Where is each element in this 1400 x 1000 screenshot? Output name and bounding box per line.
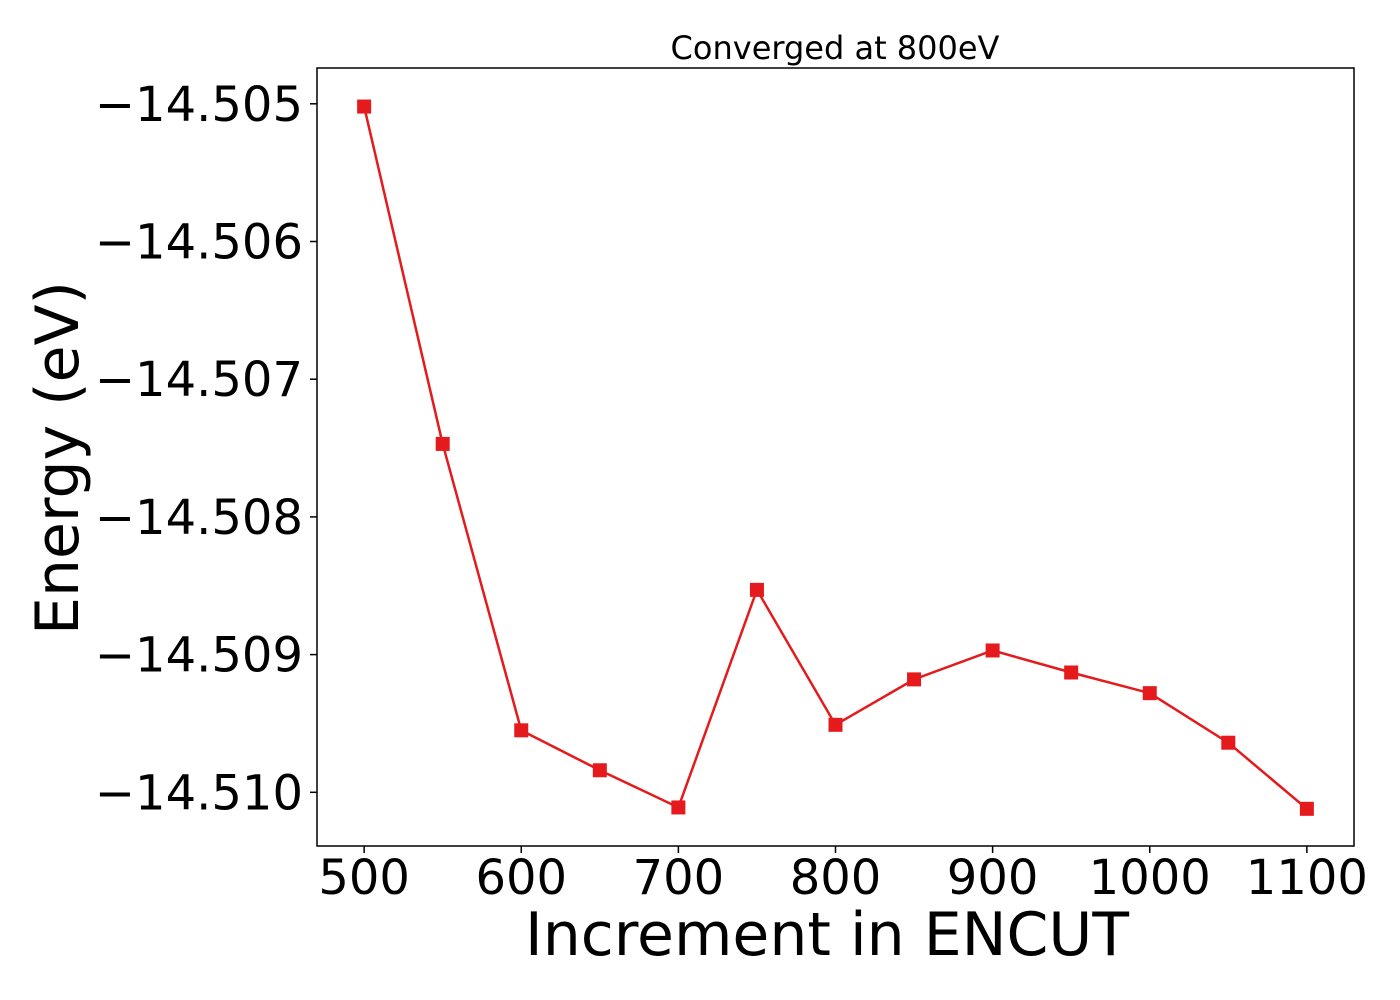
x-tick-label: 800	[790, 850, 882, 906]
series-group	[357, 99, 1314, 816]
x-tick-label: 700	[633, 850, 725, 906]
data-point	[1064, 665, 1079, 680]
data-point	[671, 800, 686, 815]
y-tick-label: −14.507	[95, 352, 303, 408]
data-point	[514, 723, 529, 738]
data-point	[435, 436, 450, 451]
data-point	[357, 99, 372, 114]
data-point	[985, 643, 1000, 658]
chart-title: Converged at 800eV	[671, 29, 1000, 67]
data-point	[1142, 686, 1157, 701]
y-tick-label: −14.510	[95, 765, 303, 821]
data-point	[1221, 735, 1236, 750]
y-axis-label: Energy (eV)	[23, 281, 93, 635]
y-tick-label: −14.506	[95, 215, 303, 271]
y-tick-label: −14.508	[95, 490, 303, 546]
x-axis: 500 600 700 800 900 1000 1100	[318, 846, 1368, 906]
x-tick-label: 500	[318, 850, 410, 906]
y-tick-label: −14.509	[95, 628, 303, 684]
x-tick-label: 1000	[1089, 850, 1211, 906]
data-point	[592, 763, 607, 778]
data-point	[749, 582, 764, 597]
data-point	[828, 717, 843, 732]
y-tick-label: −14.505	[95, 77, 303, 133]
y-axis: −14.505 −14.506 −14.507 −14.508 −14.509 −14.5…	[95, 77, 317, 821]
x-tick-label: 600	[475, 850, 567, 906]
x-tick-label: 1100	[1246, 850, 1368, 906]
data-point	[907, 672, 922, 687]
series-line	[362, 106, 1308, 810]
x-axis-label: Increment in ENCUT	[525, 900, 1129, 970]
data-point	[1299, 801, 1314, 816]
x-tick-label: 900	[947, 850, 1039, 906]
